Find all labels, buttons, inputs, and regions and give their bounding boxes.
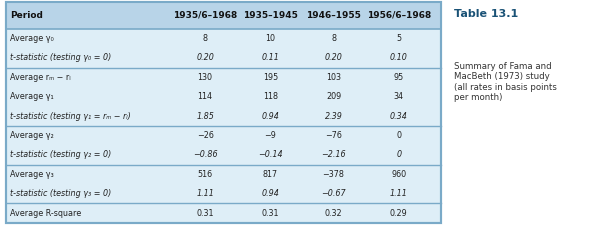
Text: 0.32: 0.32 (325, 209, 342, 218)
Text: −76: −76 (325, 131, 342, 140)
Text: 2.39: 2.39 (325, 112, 342, 121)
Text: −0.86: −0.86 (193, 150, 217, 159)
Text: Average γ₂: Average γ₂ (10, 131, 54, 140)
Text: 0: 0 (396, 131, 401, 140)
Text: 1.11: 1.11 (196, 189, 214, 198)
Text: Table 13.1: Table 13.1 (454, 9, 518, 19)
Text: 1946–1955: 1946–1955 (306, 11, 361, 20)
Text: 0.94: 0.94 (262, 189, 279, 198)
Text: Average rₘ − rₗ: Average rₘ − rₗ (10, 73, 71, 82)
Text: Average γ₃: Average γ₃ (10, 170, 54, 179)
Text: 0.94: 0.94 (262, 112, 279, 121)
Text: 5: 5 (396, 34, 402, 43)
Text: 209: 209 (326, 92, 341, 101)
FancyBboxPatch shape (6, 2, 441, 29)
Text: t-statistic (testing γ₂ = 0): t-statistic (testing γ₂ = 0) (10, 150, 111, 159)
Text: Period: Period (10, 11, 43, 20)
Text: Average γ₁: Average γ₁ (10, 92, 54, 101)
Text: −9: −9 (264, 131, 276, 140)
Text: 95: 95 (393, 73, 404, 82)
Text: 0.20: 0.20 (196, 53, 214, 62)
Text: 34: 34 (394, 92, 404, 101)
Text: 516: 516 (197, 170, 213, 179)
Text: 8: 8 (203, 34, 207, 43)
Text: t-statistic (testing γ₁ = rₘ − rₗ): t-statistic (testing γ₁ = rₘ − rₗ) (10, 112, 131, 121)
Text: Summary of Fama and
MacBeth (1973) study
(all rates in basis points
per month): Summary of Fama and MacBeth (1973) study… (454, 62, 557, 102)
Text: 1935–1945: 1935–1945 (243, 11, 298, 20)
Text: −0.14: −0.14 (258, 150, 283, 159)
Text: 0: 0 (396, 150, 402, 159)
Text: 8: 8 (331, 34, 336, 43)
Text: t-statistic (testing γ₀ = 0): t-statistic (testing γ₀ = 0) (10, 53, 111, 62)
Text: 114: 114 (197, 92, 213, 101)
Text: 0.10: 0.10 (390, 53, 408, 62)
Text: 130: 130 (197, 73, 213, 82)
Text: −2.16: −2.16 (321, 150, 346, 159)
Text: Average R-square: Average R-square (10, 209, 81, 218)
Text: 10: 10 (266, 34, 276, 43)
Text: t-statistic (testing γ₃ = 0): t-statistic (testing γ₃ = 0) (10, 189, 111, 198)
Text: 817: 817 (263, 170, 278, 179)
Text: 0.20: 0.20 (325, 53, 342, 62)
Text: −378: −378 (323, 170, 345, 179)
Text: −0.67: −0.67 (321, 189, 346, 198)
Text: 0.29: 0.29 (390, 209, 408, 218)
Text: 0.31: 0.31 (196, 209, 214, 218)
Text: 0.11: 0.11 (262, 53, 279, 62)
Text: 118: 118 (263, 92, 278, 101)
Text: 1935/6–1968: 1935/6–1968 (173, 11, 237, 20)
Text: −26: −26 (197, 131, 214, 140)
Text: 103: 103 (326, 73, 341, 82)
Text: 1.85: 1.85 (196, 112, 214, 121)
Text: Average γ₀: Average γ₀ (10, 34, 54, 43)
Text: 0.34: 0.34 (390, 112, 408, 121)
Text: 0.31: 0.31 (262, 209, 279, 218)
Text: 195: 195 (263, 73, 278, 82)
Text: 1.11: 1.11 (390, 189, 408, 198)
Text: 960: 960 (391, 170, 406, 179)
Text: 1956/6–1968: 1956/6–1968 (367, 11, 431, 20)
FancyBboxPatch shape (6, 2, 441, 223)
